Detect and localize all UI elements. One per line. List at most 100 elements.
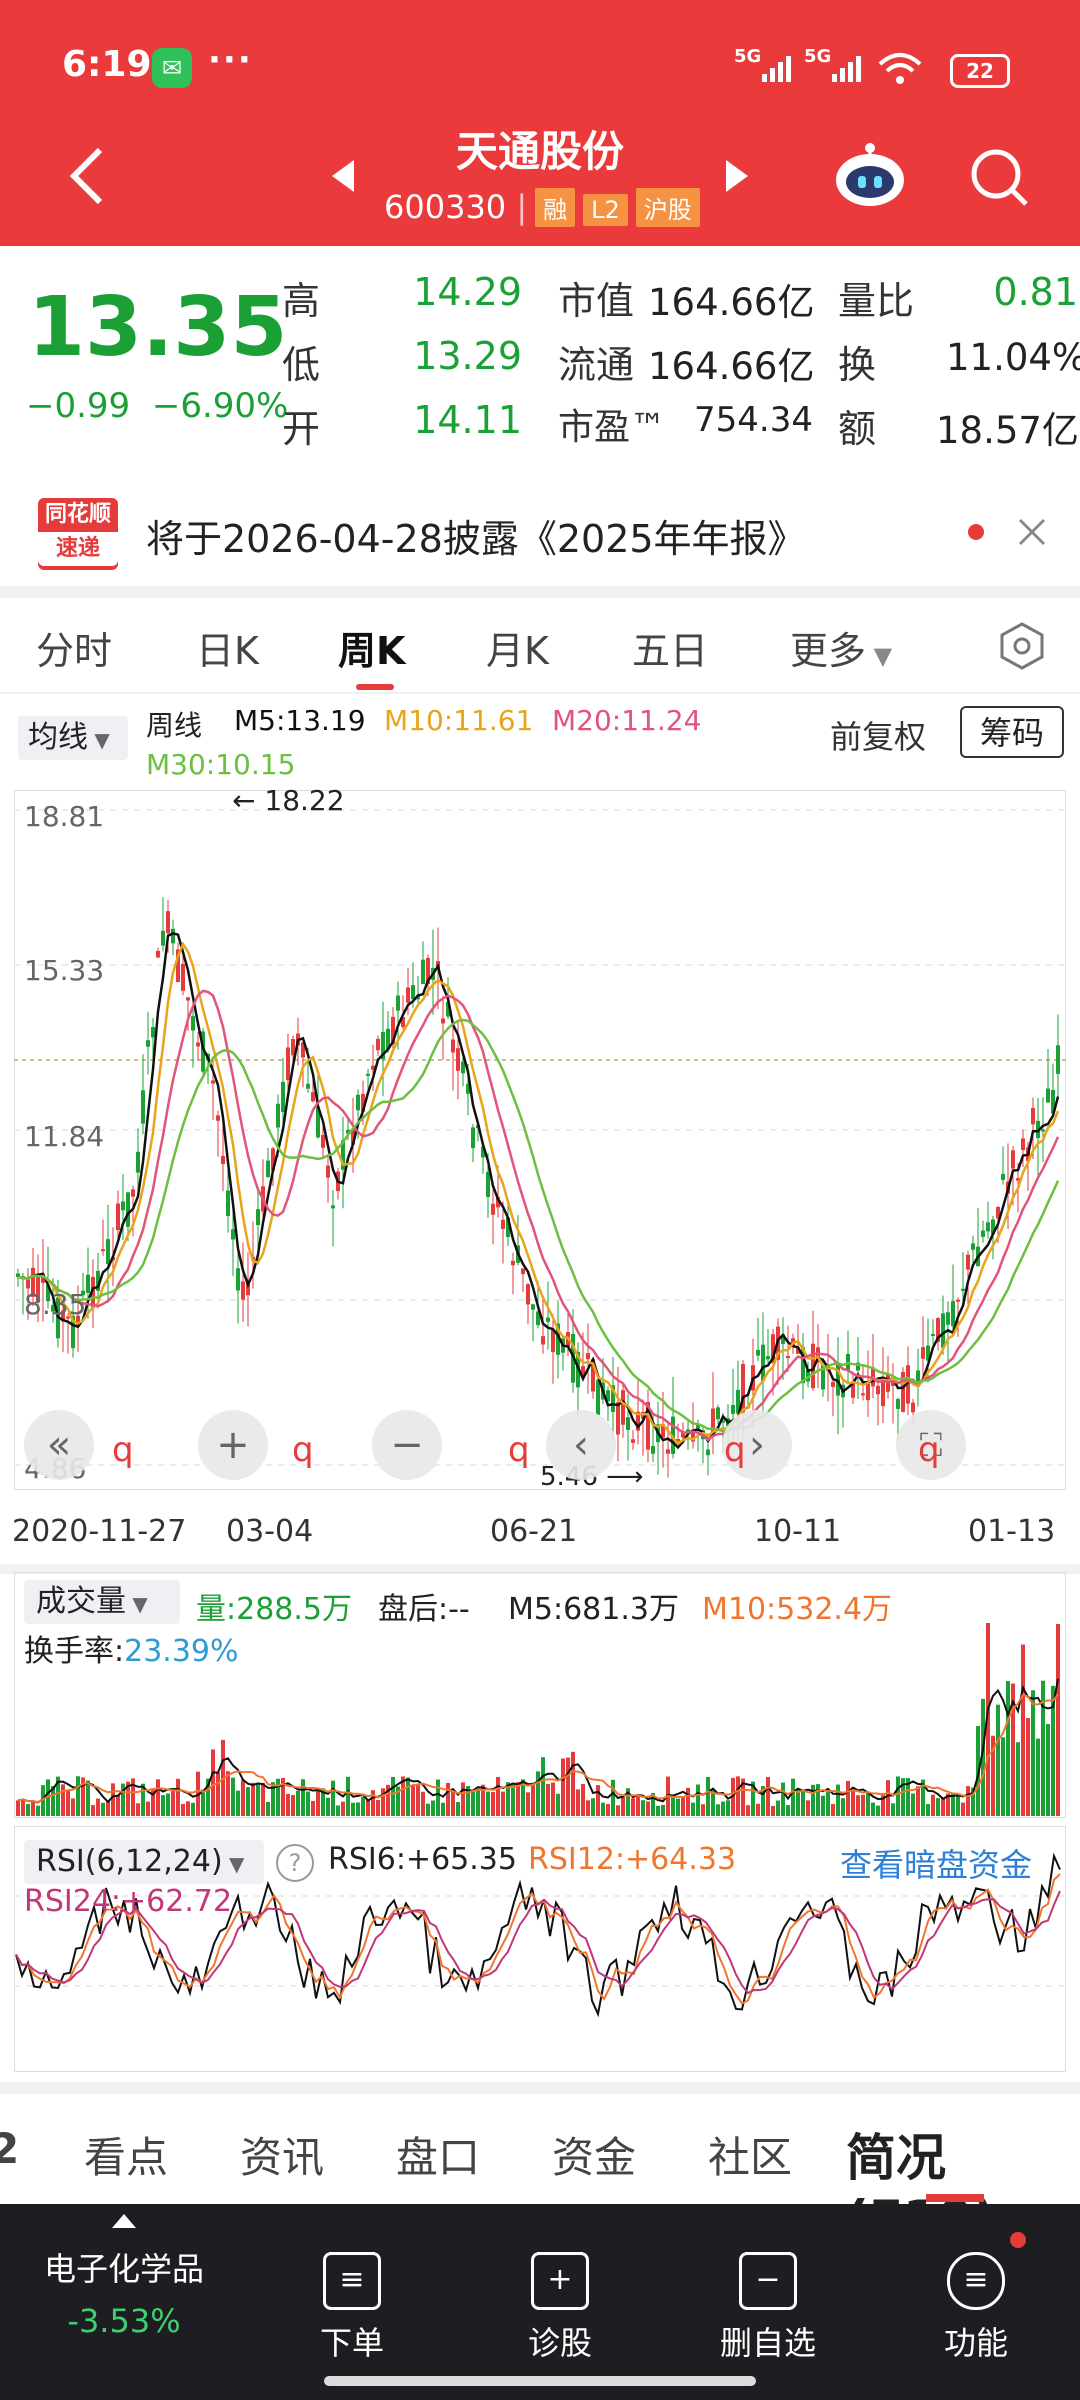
candle-body: [171, 928, 175, 944]
float-label: 流通: [558, 343, 635, 387]
candle-body: [626, 1417, 630, 1430]
volume-bar: [646, 1801, 650, 1816]
volume-bar: [741, 1778, 745, 1816]
candle-body: [276, 1103, 280, 1128]
candle-body: [611, 1385, 615, 1412]
candle-body: [96, 1270, 100, 1291]
candle-body: [306, 1083, 310, 1089]
ma10-line: [17, 941, 1060, 1446]
event-marker-icon[interactable]: q: [724, 1430, 746, 1470]
volume-indicator-selector[interactable]: 成交量 ▼: [24, 1580, 180, 1624]
volume-bar: [941, 1798, 945, 1816]
chip-distribution-button[interactable]: 筹码: [960, 706, 1064, 758]
candle-body: [91, 1276, 95, 1309]
volume-chart[interactable]: [14, 1572, 1066, 1818]
candle-body: [226, 1190, 230, 1217]
event-marker-icon[interactable]: q: [292, 1430, 314, 1470]
tab-orderbook[interactable]: 盘口: [396, 2133, 481, 2182]
zoom-out-icon[interactable]: −: [372, 1410, 442, 1480]
volume-bar: [371, 1790, 375, 1816]
tab-intraday[interactable]: 分时: [36, 629, 113, 673]
close-icon[interactable]: [1018, 518, 1046, 546]
home-indicator[interactable]: [324, 2376, 756, 2386]
volume-bar: [186, 1801, 190, 1816]
tab-capital[interactable]: 资金: [552, 2133, 637, 2182]
dark-pool-link[interactable]: 查看暗盘资金: [840, 1846, 1033, 1884]
adjust-mode[interactable]: 前复权: [830, 718, 927, 756]
tab-community[interactable]: 社区: [708, 2133, 793, 2182]
zoom-in-icon[interactable]: +: [198, 1410, 268, 1480]
volume-bar: [71, 1798, 75, 1816]
kline-chart[interactable]: [14, 790, 1066, 1490]
volume-bar: [966, 1786, 970, 1816]
volume-bar: [1026, 1718, 1030, 1816]
order-button[interactable]: ≡ 下单: [272, 2252, 432, 2364]
volume-bar: [256, 1784, 260, 1816]
candle-body: [891, 1381, 895, 1386]
candle-body: [671, 1416, 675, 1454]
candle-body: [456, 1048, 460, 1071]
scroll-right-icon[interactable]: ›: [722, 1410, 792, 1480]
volume-bar: [791, 1778, 795, 1816]
expand-up-icon[interactable]: [110, 2212, 138, 2230]
candle-body: [1041, 1129, 1045, 1132]
volume-bar: [756, 1803, 760, 1816]
candle-body: [121, 1201, 125, 1211]
tag-hk-connect: 沪股: [635, 188, 700, 227]
diagnose-button[interactable]: + 诊股: [480, 2252, 640, 2364]
search-icon[interactable]: [968, 146, 1032, 210]
candle-body: [801, 1347, 805, 1384]
volume-bar: [431, 1800, 435, 1816]
sector-name[interactable]: 电子化学品: [43, 2250, 204, 2288]
rsi24-line: [15, 1890, 1061, 1995]
volume-bar: [946, 1793, 950, 1816]
volume-bar: [81, 1777, 85, 1816]
candle-body: [531, 1304, 535, 1310]
tab-five-day[interactable]: 五日: [632, 629, 709, 673]
notice-text[interactable]: 将于2026-04-28披露《2025年年报》: [146, 517, 806, 561]
event-marker-icon[interactable]: q: [508, 1430, 530, 1470]
help-icon[interactable]: ?: [276, 1844, 314, 1882]
signal-5g-label-2: 5G: [804, 46, 832, 67]
tag-l2: L2: [583, 194, 628, 226]
remove-watchlist-button[interactable]: − 删自选: [688, 2252, 848, 2364]
back-icon[interactable]: [68, 146, 108, 206]
candle-body: [821, 1364, 825, 1390]
candle-body: [956, 1299, 960, 1302]
fullscreen-icon[interactable]: ⛶: [896, 1410, 966, 1480]
x-tick-label: 06-21: [490, 1514, 578, 1549]
prev-stock-icon[interactable]: [330, 158, 356, 194]
event-marker-icon[interactable]: q: [112, 1430, 134, 1470]
ma-selector[interactable]: 均线 ▼: [18, 716, 128, 760]
robot-assistant-icon[interactable]: [832, 140, 908, 210]
volume-bar: [376, 1799, 380, 1816]
volume-bar: [921, 1779, 925, 1816]
candle-body: [211, 1080, 215, 1084]
candle-body: [491, 1203, 495, 1215]
tab-daily-k[interactable]: 日K: [196, 629, 259, 673]
candle-body: [666, 1449, 670, 1454]
tab-weekly-k[interactable]: 周K: [338, 629, 406, 673]
tab-more[interactable]: 更多 ▼: [790, 629, 893, 673]
next-stock-icon[interactable]: [724, 158, 750, 194]
rewind-icon[interactable]: «: [24, 1410, 94, 1480]
functions-button[interactable]: ≡ 功能: [896, 2252, 1056, 2364]
volume-bar: [916, 1786, 920, 1816]
volume-bar: [696, 1784, 700, 1816]
candle-body: [141, 1090, 145, 1124]
volume-bar: [936, 1798, 940, 1816]
scroll-left-icon[interactable]: ‹: [546, 1410, 616, 1480]
candle-body: [781, 1334, 785, 1344]
kline-period-label: 周线: [146, 709, 203, 742]
rsi-chart[interactable]: [14, 1826, 1066, 2072]
event-marker-icon[interactable]: q: [918, 1430, 940, 1470]
candle-body: [546, 1317, 550, 1322]
tab-news[interactable]: 资讯: [240, 2133, 325, 2182]
candle-body: [916, 1370, 920, 1387]
rsi-selector[interactable]: RSI(6,12,24) ▼: [24, 1840, 264, 1884]
x-tick-label: 10-11: [754, 1514, 842, 1549]
settings-hex-icon[interactable]: [998, 622, 1046, 670]
tab-partial[interactable]: 2: [0, 2124, 20, 2173]
tab-monthly-k[interactable]: 月K: [486, 629, 549, 673]
tab-highlights[interactable]: 看点: [84, 2133, 169, 2182]
